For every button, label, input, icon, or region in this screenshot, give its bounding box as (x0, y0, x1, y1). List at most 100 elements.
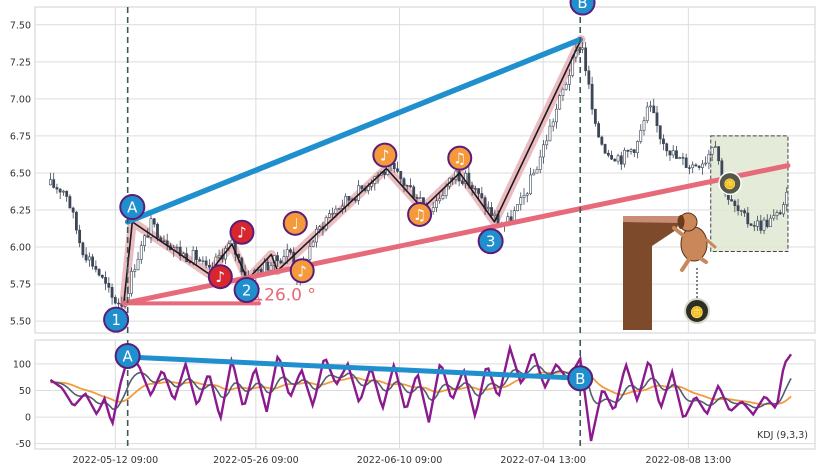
candle-body (603, 144, 607, 154)
dog-leg (698, 256, 708, 264)
note-marker-circle (407, 201, 433, 227)
x-tick-label: 2022-08-08 13:00 (646, 455, 732, 466)
y-tick-label: 7.00 (10, 94, 31, 105)
note-marker: ♪ (289, 258, 315, 284)
candle-body (383, 171, 386, 175)
divergence-line (125, 354, 583, 381)
candle-body (681, 157, 685, 159)
x-tick-label: 2022-07-04 13:00 (500, 455, 586, 466)
candle-body (480, 193, 484, 199)
note-marker: ♫ (407, 201, 433, 227)
candle-body (691, 164, 695, 169)
note-marker-label: ♫ (453, 150, 466, 168)
candle-body (678, 157, 682, 159)
candle-body (58, 188, 62, 193)
candle-body (175, 246, 179, 249)
candle-body (493, 213, 497, 216)
candle-body (149, 218, 153, 238)
candle-body (490, 207, 493, 216)
osc-y-tick-label: 0 (25, 413, 31, 424)
candle-body (551, 121, 555, 127)
angle-label: ∡26.0 ° (249, 285, 316, 305)
pivot-marker-circle (233, 277, 260, 304)
note-marker-circle (282, 210, 308, 236)
hanging-coin-glyph: 🪙 (690, 306, 704, 319)
note-marker-label: ♩ (292, 215, 299, 233)
candle-body (276, 255, 279, 262)
y-tick-label: 5.50 (10, 317, 31, 328)
candle-body (765, 219, 769, 227)
candle-body (191, 249, 195, 263)
candle-body (217, 255, 221, 258)
osc-marker: A (114, 342, 141, 369)
y-tick-label: 6.50 (10, 168, 31, 179)
candle-body (762, 219, 766, 231)
x-tick-label: 2022-06-10 09:00 (357, 455, 443, 466)
pivot-marker-circle (477, 228, 504, 255)
candle-body (289, 249, 292, 253)
candle-body (139, 245, 143, 260)
note-marker: ♪ (207, 264, 233, 290)
candle-body (749, 223, 753, 226)
pivot-marker: 1 (103, 306, 130, 333)
candle-body (344, 196, 348, 207)
candle-body (516, 204, 519, 212)
y-tick-label: 7.25 (10, 57, 31, 68)
cliff-top (623, 216, 682, 223)
note-marker: ♪ (229, 219, 255, 245)
candle-body (529, 174, 532, 195)
candle-body (548, 125, 552, 142)
wedge-lower-line (121, 163, 791, 306)
series-line-j (49, 343, 793, 442)
candle-body (658, 125, 662, 140)
candle-body (460, 180, 464, 184)
candle-body (713, 146, 717, 148)
candle-body (636, 141, 639, 154)
candle-body (584, 47, 588, 72)
candle-body (113, 297, 117, 304)
osc-marker-label: B (575, 370, 585, 388)
osc-y-tick-label: -50 (15, 439, 31, 450)
candle-body (269, 265, 273, 271)
note-marker-label: ♪ (237, 224, 247, 242)
candle-body (486, 207, 490, 209)
candle-body (97, 269, 101, 276)
y-tick-label: 6.75 (10, 131, 31, 142)
candle-body (785, 192, 789, 205)
note-marker-circle (372, 142, 398, 168)
dog-arm (672, 226, 686, 238)
candle-body (649, 105, 652, 108)
candle-body (438, 198, 442, 202)
pivot-marker-label: 2 (242, 282, 252, 300)
dog-leg (680, 256, 692, 272)
candle-body (519, 197, 523, 205)
pivot-marker: B (569, 0, 596, 16)
candle-body (743, 210, 746, 214)
note-marker-label: ♫ (413, 206, 426, 224)
candle-body (107, 282, 111, 288)
candle-body (629, 149, 633, 152)
candle-body (545, 140, 549, 146)
pivot-marker-label: A (127, 199, 138, 217)
candle-body (525, 193, 529, 196)
note-marker-label: ♪ (380, 147, 390, 165)
pivot-marker: A (119, 194, 146, 221)
candle-body (207, 264, 211, 268)
candle-body (311, 241, 315, 247)
candle-body (671, 150, 675, 156)
candle-body (613, 158, 617, 162)
candle-body (717, 146, 721, 162)
candle-body (587, 70, 591, 85)
candle-body (746, 212, 750, 225)
candle-body (94, 265, 98, 270)
candle-body (688, 167, 691, 169)
candle-body (694, 164, 698, 167)
candle-body (568, 75, 571, 85)
candle-body (156, 223, 159, 239)
candle-body (470, 185, 474, 189)
candle-body (104, 277, 107, 284)
cliff-illustration: 🪙🪙 (623, 171, 742, 330)
osc-marker-label: A (123, 347, 134, 365)
pivot-marker-label: 3 (486, 233, 496, 251)
candle-body (435, 200, 438, 208)
